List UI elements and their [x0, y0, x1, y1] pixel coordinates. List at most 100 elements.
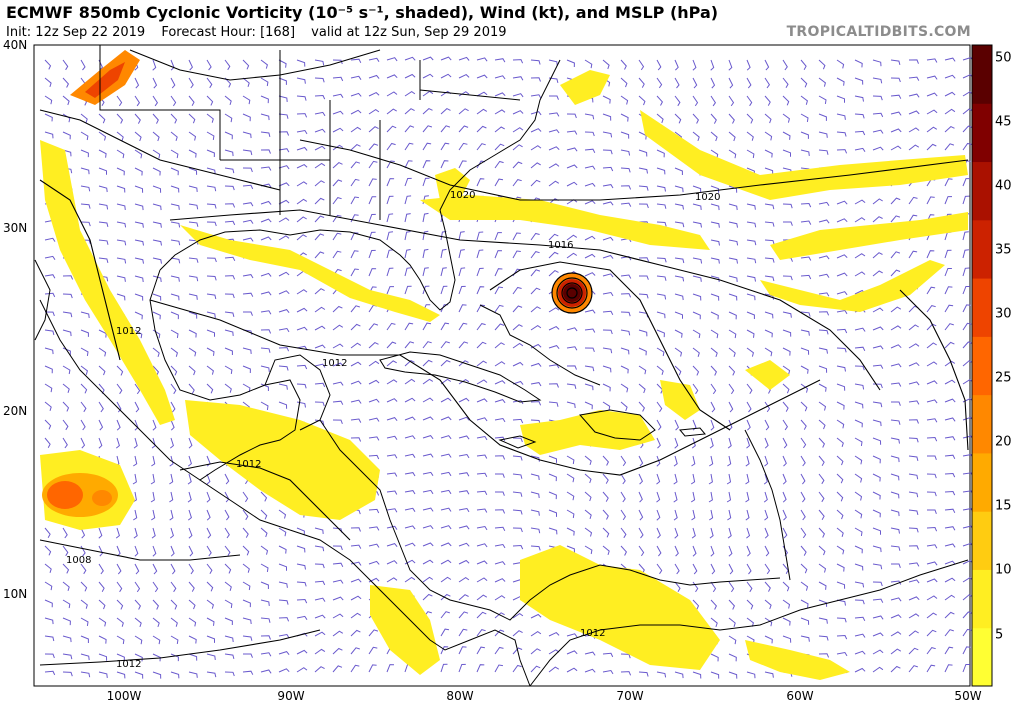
vorticity-panama — [370, 585, 440, 675]
wind-barb — [314, 597, 326, 602]
wind-barb — [116, 293, 126, 301]
wind-barb — [80, 203, 91, 209]
wind-barb — [98, 257, 109, 264]
wind-barb — [800, 347, 810, 355]
wind-barb — [656, 437, 661, 449]
wind-barb — [764, 527, 769, 539]
wind-barb — [332, 179, 343, 187]
wind-barb — [872, 307, 884, 313]
wind-barb — [602, 652, 614, 658]
wind-barb — [476, 508, 488, 513]
wind-barb — [908, 144, 920, 151]
wind-barb — [818, 292, 830, 297]
wind-barb — [908, 324, 919, 331]
wind-barb — [908, 127, 920, 133]
isobar-1008 — [39, 539, 241, 561]
brand-watermark: TROPICALTIDBITS.COM — [786, 24, 971, 40]
wind-barb — [458, 74, 470, 79]
wind-barb — [187, 491, 192, 503]
wind-barb — [206, 185, 217, 192]
wind-barb — [116, 617, 124, 627]
wind-barb — [872, 615, 884, 620]
wind-barb — [368, 143, 379, 151]
wind-barb — [62, 527, 68, 539]
wind-barb — [800, 437, 807, 449]
wind-barb — [836, 95, 845, 103]
wind-barb — [800, 59, 807, 70]
wind-barb — [548, 163, 560, 169]
wind-barb — [314, 59, 325, 66]
wind-barb — [494, 58, 506, 63]
wind-barb — [350, 109, 362, 115]
wind-barb — [350, 527, 361, 532]
wind-barb — [674, 59, 679, 71]
wind-barb — [872, 419, 882, 427]
wind-barb — [818, 617, 828, 624]
wind-barb — [152, 293, 162, 301]
wind-barb — [260, 669, 272, 674]
wind-barb — [530, 401, 542, 406]
wind-barb — [818, 311, 830, 316]
wind-barb — [134, 671, 144, 679]
wind-barb — [116, 95, 123, 107]
wind-barb — [891, 401, 901, 406]
wind-barb — [494, 232, 502, 241]
wind-barb — [152, 95, 159, 107]
wind-barb — [818, 255, 830, 260]
wind-barb — [854, 599, 865, 605]
wind-barb — [692, 311, 701, 320]
wind-barb — [836, 563, 845, 572]
wind-barb — [836, 113, 846, 120]
wind-barb — [368, 560, 380, 565]
wind-barb — [44, 419, 52, 430]
wind-barb — [404, 177, 412, 187]
wind-barb — [638, 401, 646, 412]
wind-barb — [314, 563, 325, 569]
wind-barb — [422, 397, 434, 403]
wind-barb — [62, 131, 71, 140]
wind-barb — [404, 360, 415, 367]
wind-barb — [116, 383, 123, 395]
isobar-1020-a — [299, 139, 969, 201]
wind-barb — [926, 664, 936, 673]
wind-barb — [746, 203, 756, 210]
wind-barb — [854, 113, 865, 119]
wind-barb — [566, 130, 578, 135]
wind-barb — [260, 617, 271, 623]
wind-barb — [404, 231, 411, 241]
valid-time: valid at 12z Sun, Sep 29 2019 — [311, 25, 507, 40]
wind-barb — [548, 455, 557, 463]
wind-barb — [150, 473, 155, 485]
wind-barb — [458, 576, 470, 583]
wind-barb — [836, 473, 844, 484]
wind-barb — [692, 329, 701, 339]
wind-barb — [728, 221, 738, 228]
wind-barb — [656, 473, 661, 485]
wind-barb — [944, 178, 953, 187]
wind-barb — [638, 257, 650, 262]
wind-barb — [908, 455, 919, 462]
wind-barb — [476, 91, 488, 97]
wind-barb — [854, 383, 865, 390]
wind-barb — [458, 490, 470, 495]
baja-coast — [34, 259, 51, 341]
wind-barb — [800, 419, 807, 430]
wind-barb — [224, 383, 232, 393]
wind-barb — [476, 398, 488, 403]
wind-barb — [656, 509, 661, 521]
wind-barb — [242, 491, 249, 503]
wind-barb — [440, 611, 450, 619]
wind-barb — [332, 110, 344, 115]
wind-barb — [620, 383, 629, 393]
wind-barb — [728, 113, 735, 124]
wind-barb — [782, 275, 793, 281]
wind-barb — [872, 129, 884, 134]
wind-barb — [368, 323, 379, 331]
wind-barb — [584, 401, 593, 410]
wind-barb — [872, 401, 883, 408]
wind-barb — [566, 113, 577, 119]
wind-barb — [368, 398, 380, 403]
wind-barb — [691, 509, 696, 521]
wind-barb — [440, 416, 452, 421]
wind-barb — [872, 527, 881, 535]
